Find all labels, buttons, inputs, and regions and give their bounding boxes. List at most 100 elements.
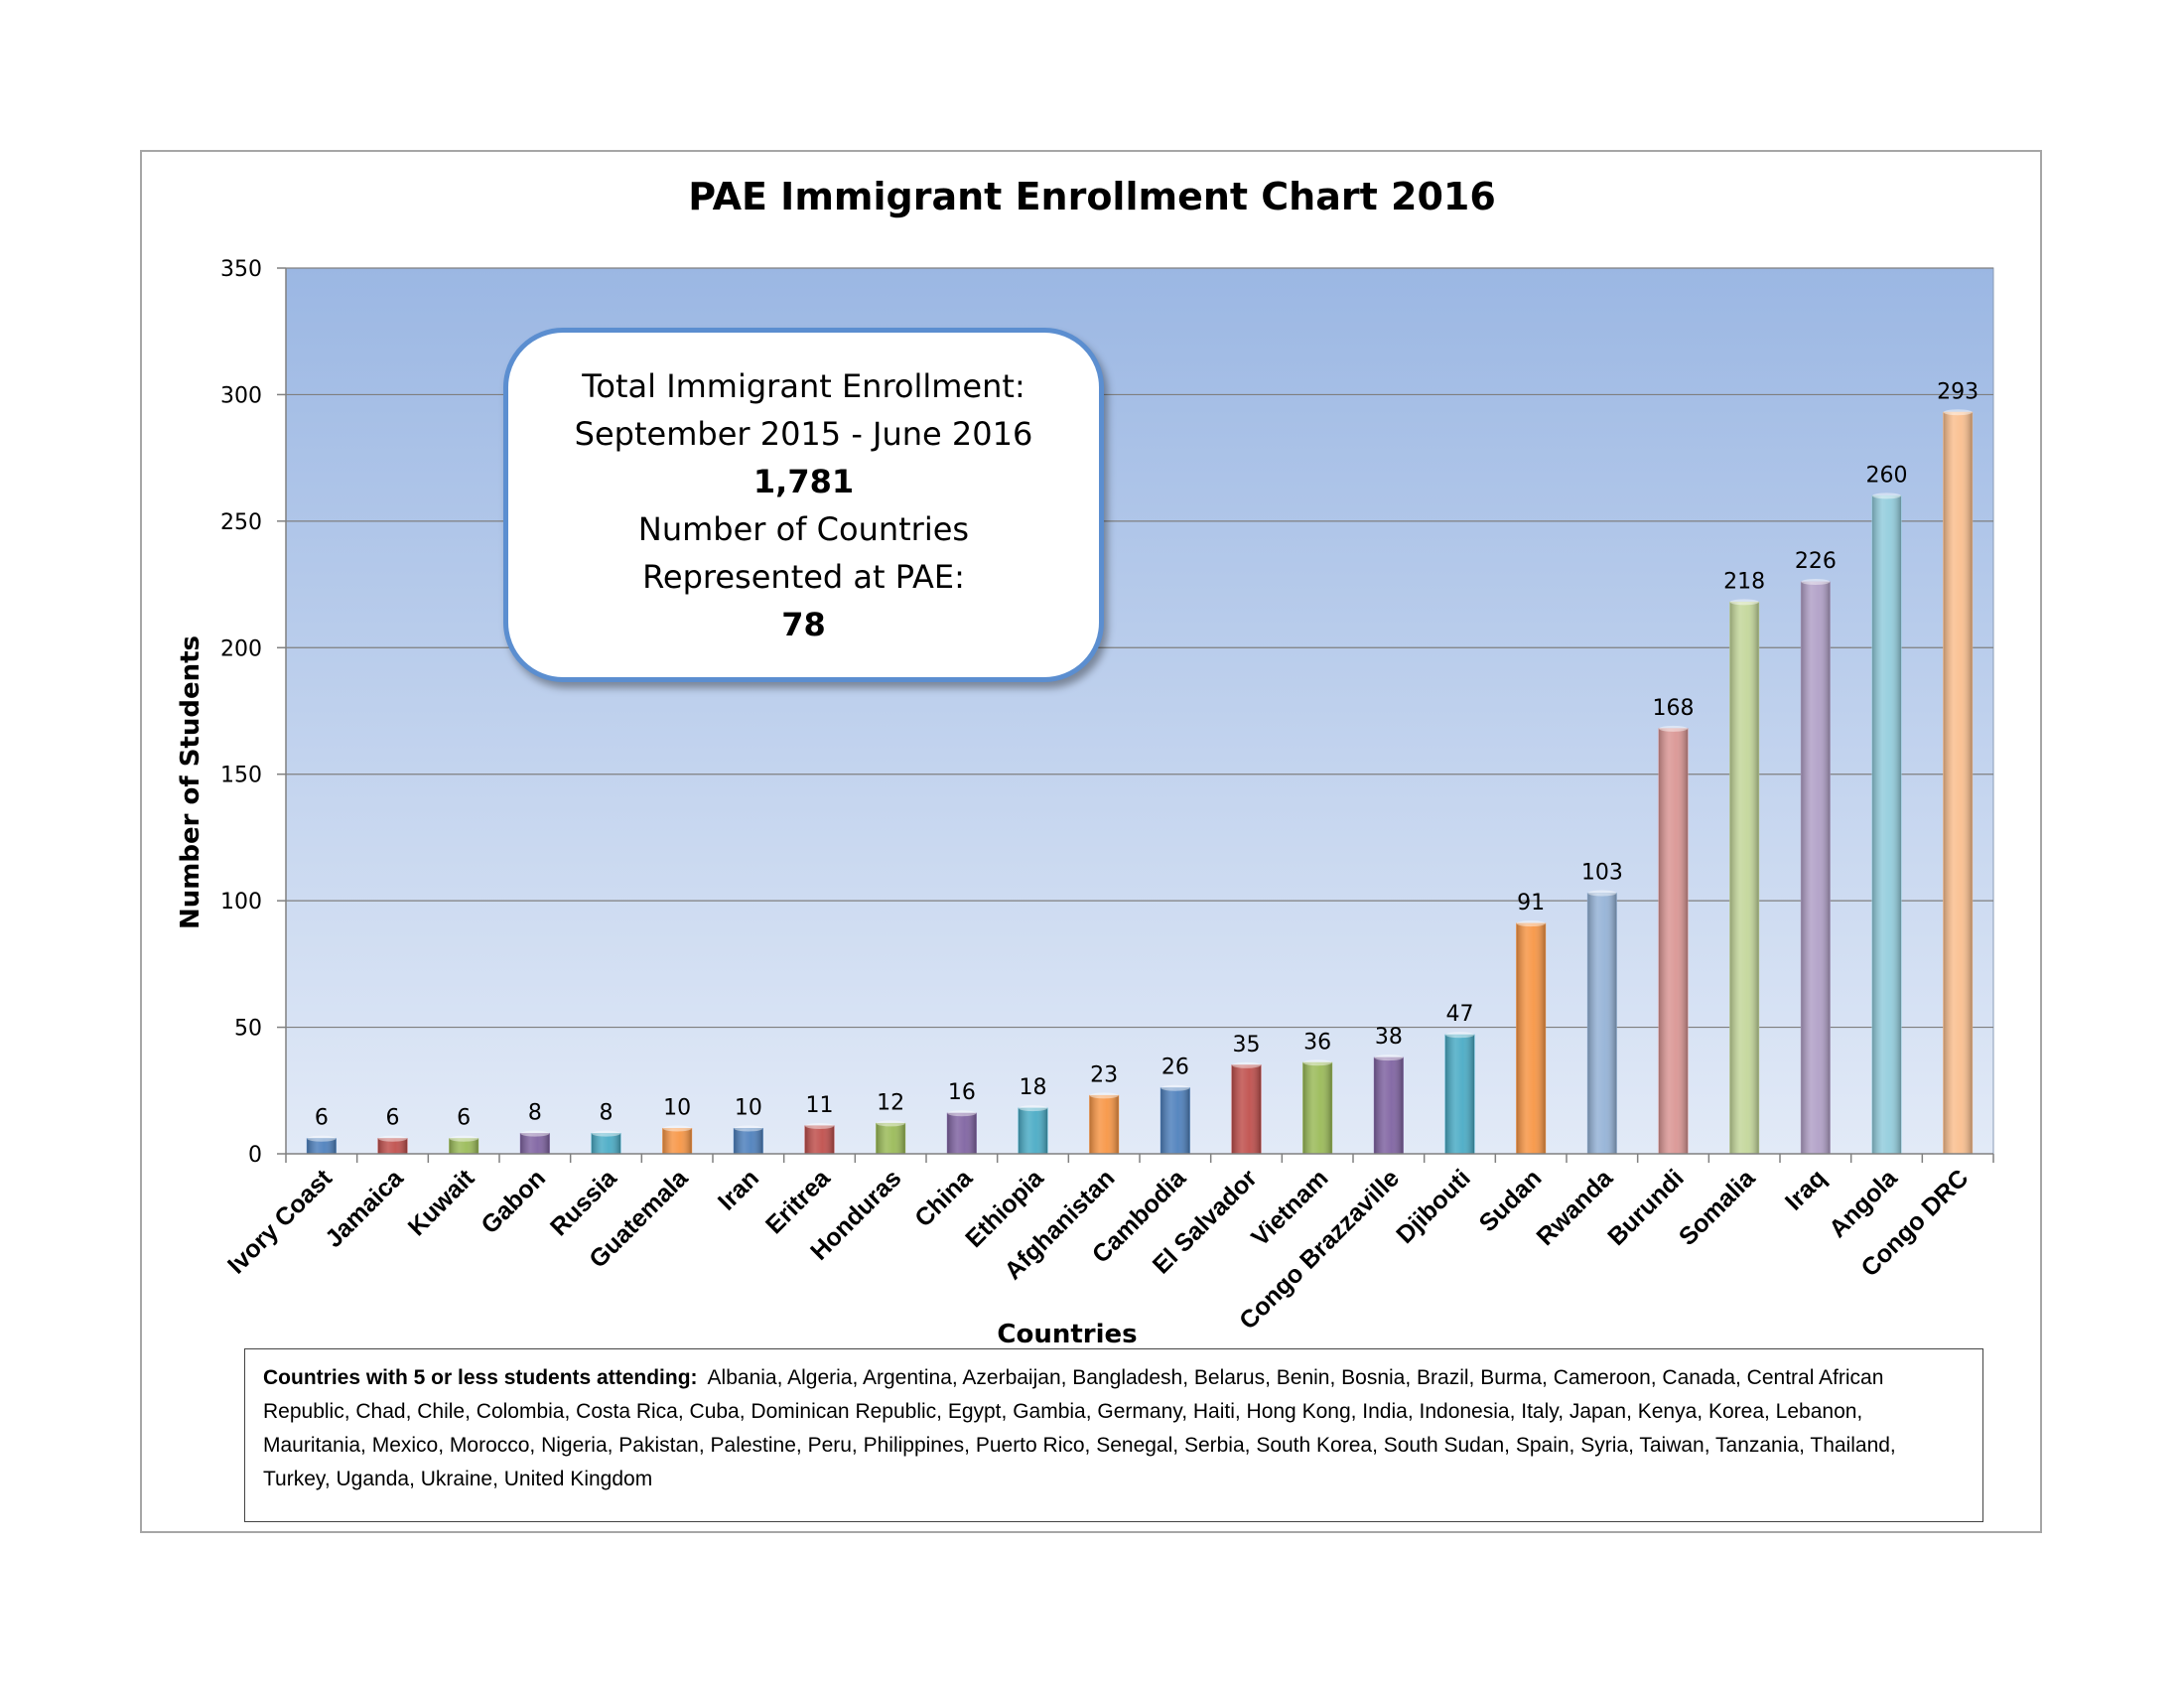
bar-shading — [378, 1138, 407, 1154]
axes — [285, 268, 1994, 1163]
bar-shading — [1587, 893, 1617, 1154]
x-tick-label: Burundi — [1602, 1164, 1690, 1251]
y-axis-label: Number of Students — [176, 635, 205, 929]
bar-rwanda — [1586, 890, 1617, 1155]
x-tick-label: Ivory Coast — [222, 1164, 339, 1280]
y-tick-label: 200 — [220, 636, 262, 661]
data-label: 8 — [600, 1101, 614, 1126]
bar-shading — [1160, 1087, 1190, 1154]
x-tick-label: Somalia — [1674, 1164, 1761, 1251]
data-labels: 6 6 6 8 8 10 10 11 12 16 18 23 26 35 36 38 47 91 103 168 218… — [315, 379, 1979, 1130]
bar-ethiopia — [1018, 1105, 1048, 1155]
y-tick-labels: 0 50 100 150 200 250 300 350 — [220, 257, 262, 1168]
bar-shading — [805, 1125, 834, 1154]
bar-top — [449, 1135, 478, 1142]
bar-shading — [1302, 1062, 1332, 1154]
data-label: 91 — [1517, 891, 1545, 915]
chart-title: PAE Immigrant Enrollment Chart 2016 — [688, 175, 1496, 218]
bar-shading — [1516, 923, 1546, 1154]
data-label: 103 — [1581, 860, 1623, 885]
data-label: 38 — [1375, 1025, 1403, 1050]
bar-china — [946, 1110, 977, 1155]
bar-top — [1729, 599, 1759, 606]
bar-kuwait — [449, 1135, 479, 1155]
bar-top — [1943, 409, 1973, 416]
data-label: 8 — [528, 1101, 542, 1126]
y-tick-label: 0 — [248, 1143, 262, 1168]
data-label: 16 — [948, 1080, 976, 1105]
x-tick-label: Iran — [713, 1164, 764, 1215]
bar-top — [1302, 1059, 1332, 1066]
data-label: 218 — [1723, 569, 1765, 594]
summary-line-1: Total Immigrant Enrollment: — [582, 366, 1025, 405]
bar-vietnam — [1302, 1059, 1333, 1155]
summary-line-3: Number of Countries — [637, 509, 970, 548]
bar-shading — [1729, 602, 1759, 1154]
bar-russia — [591, 1130, 621, 1155]
bar-top — [1872, 492, 1901, 499]
bar-shading — [734, 1128, 763, 1154]
bar-angola — [1871, 492, 1902, 1155]
bar-shading — [1089, 1095, 1119, 1154]
bar-el-salvador — [1231, 1061, 1262, 1155]
bar-iraq — [1800, 579, 1831, 1155]
bar-shading — [1374, 1057, 1404, 1154]
data-label: 36 — [1303, 1030, 1331, 1055]
x-tick-label: Jamaica — [320, 1164, 409, 1253]
bar-top — [307, 1135, 337, 1142]
data-label: 6 — [315, 1106, 329, 1131]
bar-top — [876, 1120, 905, 1127]
bar-ivory-coast — [306, 1135, 337, 1155]
x-tick-label: Iraq — [1780, 1164, 1832, 1215]
bar-djibouti — [1444, 1032, 1475, 1155]
data-label: 11 — [806, 1093, 834, 1118]
data-label: 10 — [735, 1096, 762, 1121]
bar-jamaica — [377, 1135, 408, 1155]
data-label: 168 — [1653, 696, 1695, 721]
bar-gabon — [519, 1130, 550, 1155]
x-tick-label: Kuwait — [403, 1164, 480, 1241]
y-tick-label: 150 — [220, 764, 262, 788]
bar-top — [1587, 890, 1617, 897]
total-enrollment: 1,781 — [752, 462, 855, 500]
bar-top — [734, 1125, 763, 1132]
bar-top — [662, 1125, 692, 1132]
footnote-heading: Countries with 5 or less students attend… — [263, 1366, 698, 1389]
footnote-box: Countries with 5 or less students attend… — [244, 1348, 1983, 1522]
data-label: 18 — [1020, 1075, 1047, 1100]
bar-top — [378, 1135, 407, 1142]
x-tick-label: Djibouti — [1391, 1164, 1476, 1249]
bar-shading — [307, 1138, 337, 1154]
y-tick-label: 300 — [220, 383, 262, 408]
bar-sudan — [1516, 920, 1547, 1155]
bar-top — [1160, 1084, 1190, 1091]
data-label: 6 — [457, 1106, 471, 1131]
bar-shading — [1801, 582, 1831, 1154]
data-label: 6 — [386, 1106, 400, 1131]
bar-top — [1659, 725, 1688, 732]
data-label: 293 — [1937, 379, 1979, 404]
data-label: 226 — [1795, 549, 1837, 574]
x-tick-label: China — [909, 1164, 979, 1233]
bar-shading — [662, 1128, 692, 1154]
bar-shading — [1232, 1064, 1261, 1154]
bar-top — [1019, 1105, 1047, 1112]
data-label: 35 — [1233, 1033, 1261, 1057]
footnote-text: Albania, Algeria, Argentina, Azerbaijan,… — [263, 1366, 1896, 1490]
country-count: 78 — [781, 605, 826, 643]
bar-shading — [520, 1133, 550, 1154]
bar-top — [1089, 1092, 1119, 1099]
data-label: 12 — [877, 1090, 904, 1115]
x-tick-label: Rwanda — [1531, 1164, 1618, 1251]
bar-shading — [1872, 495, 1901, 1154]
summary-line-2: September 2015 - June 2016 — [574, 414, 1033, 453]
bar-shading — [947, 1113, 977, 1154]
bar-congo-drc — [1943, 409, 1974, 1155]
enrollment-summary-box: Total Immigrant Enrollment: September 20… — [503, 328, 1104, 682]
bar-congo-brazzaville — [1373, 1055, 1404, 1155]
bar-shading — [449, 1138, 478, 1154]
bar-iran — [733, 1125, 763, 1155]
x-tick-label: Gabon — [476, 1164, 551, 1239]
bar-guatemala — [662, 1125, 693, 1155]
bar-top — [805, 1122, 834, 1129]
